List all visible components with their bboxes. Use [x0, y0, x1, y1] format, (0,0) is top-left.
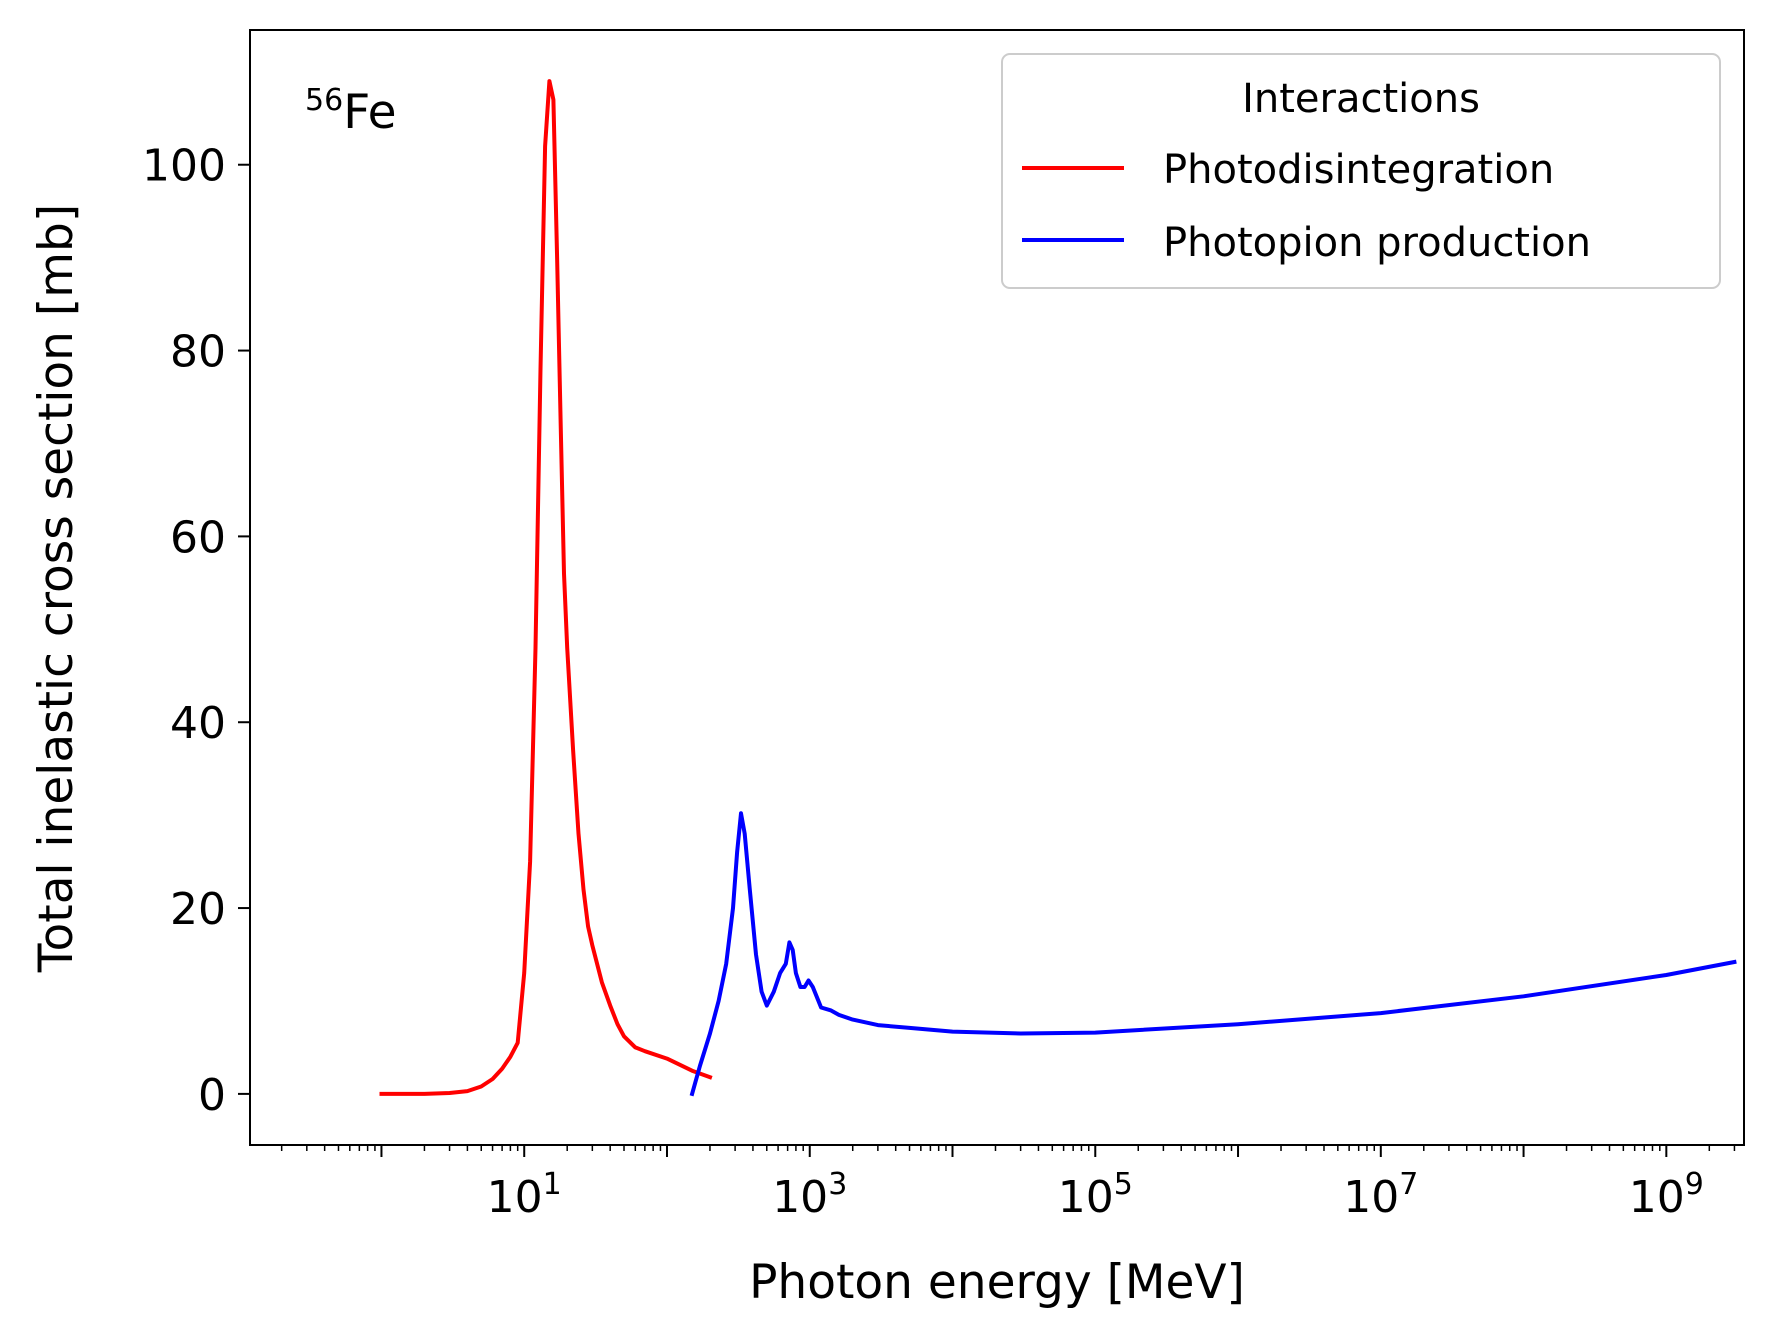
y-tick-label: 0 [198, 1070, 226, 1121]
isotope-mass-number: 56 [305, 83, 343, 118]
y-axis-title: Total inelastic cross section [mb] [29, 204, 84, 973]
legend-label-photopion-production: Photopion production [1163, 220, 1591, 266]
isotope-annotation: 56Fe [305, 83, 397, 140]
series-line-photodisintegration [379, 79, 713, 1096]
legend-box [1001, 53, 1721, 289]
x-tick-label: 103 [772, 1167, 847, 1223]
y-tick-label: 60 [170, 512, 226, 563]
legend-title: Interactions [1242, 76, 1480, 122]
y-tick-label: 100 [142, 141, 226, 192]
legend: Interactions Photodisintegration Photopi… [1001, 53, 1721, 289]
series-layer [379, 79, 1737, 1097]
legend-label-photodisintegration: Photodisintegration [1163, 147, 1554, 193]
x-tick-label: 107 [1343, 1167, 1418, 1223]
y-tick-label: 40 [170, 698, 226, 749]
y-axis-ticks: 0 20 40 60 80 100 [142, 141, 250, 1121]
isotope-symbol: Fe [343, 85, 396, 140]
x-axis-ticks: 101 103 105 107 109 [280, 1145, 1736, 1223]
x-tick-label: 105 [1058, 1167, 1133, 1223]
x-tick-label: 109 [1629, 1167, 1704, 1223]
x-tick-label: 101 [487, 1167, 562, 1223]
x-axis-title: Photon energy [MeV] [749, 1255, 1245, 1310]
series-line-photopion-production [689, 811, 1737, 1097]
y-tick-label: 20 [170, 884, 226, 935]
y-tick-label: 80 [170, 327, 226, 378]
